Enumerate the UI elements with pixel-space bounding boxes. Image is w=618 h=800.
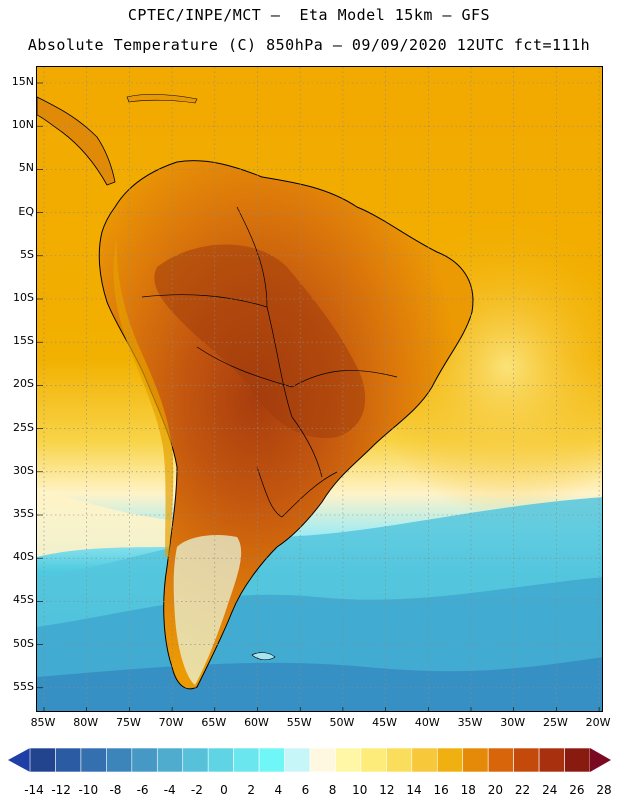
continental-hot-core xyxy=(154,244,366,438)
lat-label: 20S xyxy=(13,377,34,391)
colorbar-label: -8 xyxy=(109,783,122,797)
chart-title-line-1: CPTEC/INPE/MCT – Eta Model 15km – GFS xyxy=(127,6,491,24)
lat-label: 10N xyxy=(11,118,34,132)
colorbar-label: 18 xyxy=(460,783,476,797)
lat-label: 15S xyxy=(13,334,34,348)
colorbar-label: 14 xyxy=(406,783,422,797)
colorbar-swatch xyxy=(106,748,133,773)
colorbar-label: -10 xyxy=(78,783,99,797)
colorbar-swatch xyxy=(360,748,387,773)
colorbar-over-arrow xyxy=(590,748,611,772)
colorbar-label: -12 xyxy=(51,783,71,797)
lon-label: 40W xyxy=(414,716,440,729)
lat-label: 55S xyxy=(13,679,34,693)
central-america xyxy=(37,96,116,186)
colorbar-label: 10 xyxy=(352,783,368,797)
colorbar-label: 26 xyxy=(569,783,585,797)
lon-label: 65W xyxy=(201,716,227,729)
colorbar-swatch xyxy=(55,748,82,773)
colorbar-label: 28 xyxy=(596,783,612,797)
caribbean-islands xyxy=(126,94,198,104)
colorbar-label: 22 xyxy=(514,783,531,797)
lat-label: 50S xyxy=(13,636,34,650)
colorbar-swatch xyxy=(411,748,438,773)
colorbar-label: -14 xyxy=(24,783,44,797)
lon-label: 30W xyxy=(500,716,526,729)
colorbar xyxy=(8,748,611,773)
patagonia-cool-region xyxy=(173,535,242,685)
colorbar-swatch xyxy=(80,748,107,773)
colorbar-label: 4 xyxy=(274,783,283,797)
colorbar-swatch xyxy=(564,748,591,773)
lat-label: EQ xyxy=(18,204,34,218)
colorbar-swatch xyxy=(131,748,158,773)
lat-label: 5N xyxy=(18,161,34,175)
lat-label: 5S xyxy=(20,247,34,261)
lon-label: 55W xyxy=(286,716,312,729)
lat-label: 40S xyxy=(13,550,34,564)
colorbar-swatch xyxy=(233,748,260,773)
lat-label: 25S xyxy=(13,420,34,434)
colorbar-label: 12 xyxy=(379,783,395,797)
lon-label: 25W xyxy=(542,716,568,729)
colorbar-swatch xyxy=(335,748,362,773)
andes-cool-strip xyxy=(113,237,174,557)
country-borders xyxy=(141,206,398,518)
lat-label: 45S xyxy=(13,593,34,607)
colorbar-swatch xyxy=(156,748,184,773)
colorbar-swatch xyxy=(309,748,336,773)
colorbar-swatch xyxy=(258,748,285,773)
colorbar-swatch xyxy=(386,748,413,773)
colorbar-label: -6 xyxy=(136,783,149,797)
lat-label: 10S xyxy=(13,291,34,304)
colorbar-label: 16 xyxy=(433,783,449,797)
lon-label: 70W xyxy=(158,716,184,729)
colorbar-swatch xyxy=(462,748,489,773)
lon-label: 75W xyxy=(115,716,141,729)
colorbar-label: 6 xyxy=(301,783,310,797)
colorbar-label: -4 xyxy=(163,783,176,797)
pacific-cool-patch xyxy=(37,487,187,557)
lon-label: 35W xyxy=(457,716,483,729)
colorbar-swatch xyxy=(207,748,234,773)
temperature-map[interactable] xyxy=(36,66,603,712)
colorbar-swatch xyxy=(284,748,311,773)
lat-label: 30S xyxy=(13,463,34,477)
lon-label: 20W xyxy=(585,716,611,729)
lon-label: 85W xyxy=(30,716,56,729)
colorbar-label: 24 xyxy=(542,783,558,797)
colorbar-swatch xyxy=(538,748,565,773)
colorbar-swatch xyxy=(436,748,464,773)
lon-label: 45W xyxy=(372,716,398,729)
colorbar-label: 2 xyxy=(247,783,255,797)
lat-label: 15N xyxy=(11,75,34,88)
chart-title-line-2: Absolute Temperature (C) 850hPa – 09/09/… xyxy=(27,36,591,54)
colorbar-label: 0 xyxy=(220,783,228,797)
colorbar-swatch xyxy=(182,748,209,773)
lon-label: 50W xyxy=(329,716,355,729)
colorbar-label: 20 xyxy=(487,783,504,797)
colorbar-swatch xyxy=(29,748,56,773)
map-canvas xyxy=(37,67,602,711)
graticule xyxy=(37,67,602,711)
colorbar-swatch xyxy=(513,748,540,773)
colorbar-swatch xyxy=(487,748,514,773)
lon-label: 80W xyxy=(73,716,99,729)
lon-label: 60W xyxy=(244,716,269,729)
colorbar-label: -2 xyxy=(190,783,203,797)
colorbar-under-arrow xyxy=(8,748,30,772)
colorbar-label: 8 xyxy=(328,783,337,797)
lat-label: 35S xyxy=(13,507,34,520)
